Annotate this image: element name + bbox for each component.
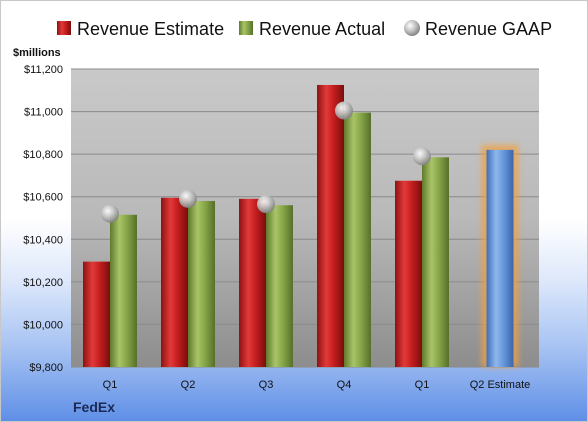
bar-revenue-estimate xyxy=(239,198,266,367)
gaap-markers xyxy=(101,101,431,223)
bars xyxy=(83,84,519,367)
legend: Revenue Estimate Revenue Actual Revenue … xyxy=(57,19,552,39)
legend-marker-revenue-gaap xyxy=(404,20,420,36)
bar-q2-estimate xyxy=(486,149,514,367)
y-unit-label: $millions xyxy=(13,47,61,59)
bar-revenue-estimate xyxy=(317,84,344,367)
legend-swatch-revenue-estimate xyxy=(57,21,71,35)
x-tick-label: Q3 xyxy=(259,379,274,391)
bar-revenue-actual xyxy=(266,205,293,367)
bar-revenue-actual xyxy=(344,112,371,367)
x-axis-ticks: Q1 Q2 Q3 Q4 Q1 Q2 Estimate xyxy=(103,379,531,391)
y-tick-label: $10,800 xyxy=(23,149,63,161)
x-tick-label: Q4 xyxy=(337,379,352,391)
bar-revenue-actual xyxy=(188,200,215,367)
y-tick-label: $11,200 xyxy=(24,64,63,76)
marker-revenue-gaap xyxy=(413,147,431,166)
legend-label-revenue-estimate: Revenue Estimate xyxy=(77,19,224,39)
y-tick-label: $10,000 xyxy=(23,319,63,331)
y-tick-label: $9,800 xyxy=(29,362,63,374)
legend-label-revenue-gaap: Revenue GAAP xyxy=(425,19,552,39)
bar-revenue-actual xyxy=(422,157,449,367)
brand-label: FedEx xyxy=(73,399,115,415)
marker-revenue-gaap xyxy=(101,204,119,223)
bar-revenue-estimate xyxy=(395,180,422,367)
y-tick-label: $10,200 xyxy=(23,277,63,289)
legend-label-revenue-actual: Revenue Actual xyxy=(259,19,385,39)
marker-revenue-gaap xyxy=(257,195,275,214)
y-axis-ticks: $9,800 $10,000 $10,200 $10,400 $10,600 $10,80… xyxy=(23,64,63,374)
x-tick-label: Q1 xyxy=(103,379,118,391)
bar-revenue-actual xyxy=(110,214,137,367)
marker-revenue-gaap xyxy=(335,101,353,120)
marker-revenue-gaap xyxy=(179,189,197,208)
plot-area xyxy=(71,69,539,367)
bar-revenue-estimate xyxy=(83,261,110,367)
legend-swatch-revenue-actual xyxy=(239,21,253,35)
y-tick-label: $11,000 xyxy=(24,107,63,119)
y-tick-label: $10,400 xyxy=(23,234,63,246)
x-tick-label: Q2 Estimate xyxy=(470,379,531,391)
bar-revenue-estimate xyxy=(161,197,188,367)
grid-lines xyxy=(71,68,539,368)
y-tick-label: $10,600 xyxy=(23,192,63,204)
x-tick-label: Q2 xyxy=(181,379,196,391)
x-tick-label: Q1 xyxy=(415,379,430,391)
